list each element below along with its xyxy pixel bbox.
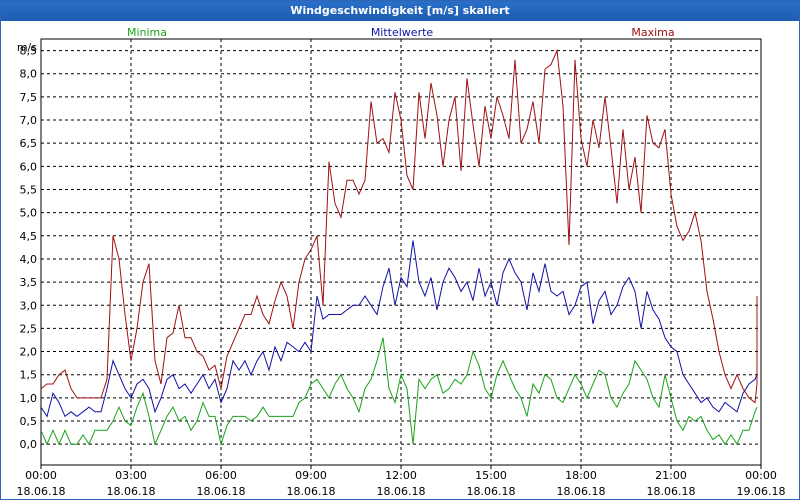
y-tick-label: 4,0 [20, 253, 38, 266]
series-line-mittelwerte [40, 240, 758, 418]
x-tick-date: 18.06.18 [197, 485, 246, 498]
y-tick-label: 1,0 [20, 392, 38, 405]
y-tick-label: 7,0 [20, 114, 38, 127]
legend-minima: Minima [127, 26, 167, 39]
x-tick-time: 00:00 [25, 469, 57, 482]
x-tick-date: 18.06.18 [647, 485, 696, 498]
y-tick-label: 0,0 [20, 438, 38, 451]
series-line-minima [40, 337, 758, 447]
x-tick-date: 18.06.18 [377, 485, 426, 498]
y-tick-label: 5,0 [20, 207, 38, 220]
x-tick-time: 03:00 [115, 469, 147, 482]
y-tick-label: 6,0 [20, 160, 38, 173]
y-tick-label: 0,5 [20, 415, 38, 428]
y-tick-label: 5,5 [20, 183, 38, 196]
series-line-maxima [40, 48, 758, 404]
y-tick-label: 4,5 [20, 230, 38, 243]
y-tick-label: 7,5 [20, 91, 38, 104]
y-tick-label: 6,5 [20, 137, 38, 150]
legend-maxima: Maxima [631, 26, 674, 39]
y-tick-label: 8,5 [20, 45, 38, 58]
x-tick-time: 12:00 [385, 469, 417, 482]
y-tick-label: 2,0 [20, 346, 38, 359]
x-tick-time: 15:00 [475, 469, 507, 482]
y-tick-label: 3,0 [20, 299, 38, 312]
chart-title: Windgeschwindigkeit [m/s] skaliert [1, 1, 799, 21]
legend-mittelwerte: Mittelwerte [371, 26, 434, 39]
y-tick-label: 2,5 [20, 322, 38, 335]
y-tick-label: 1,5 [20, 369, 38, 382]
x-tick-time: 09:00 [295, 469, 327, 482]
x-tick-time: 18:00 [565, 469, 597, 482]
x-tick-date: 18.06.18 [467, 485, 516, 498]
x-tick-date: 18.06.18 [107, 485, 156, 498]
x-tick-date: 18.06.18 [17, 485, 66, 498]
x-tick-time: 21:00 [655, 469, 687, 482]
x-tick-time: 06:00 [205, 469, 237, 482]
y-tick-label: 3,5 [20, 276, 38, 289]
y-tick-label: 8,0 [20, 68, 38, 81]
x-tick-date: 18.06.18 [287, 485, 336, 498]
y-axis-unit: m/s [17, 41, 37, 54]
x-tick-date: 18.06.18 [557, 485, 606, 498]
x-tick-time: 00:00 [745, 469, 777, 482]
x-tick-date: 19.06.18 [737, 485, 786, 498]
